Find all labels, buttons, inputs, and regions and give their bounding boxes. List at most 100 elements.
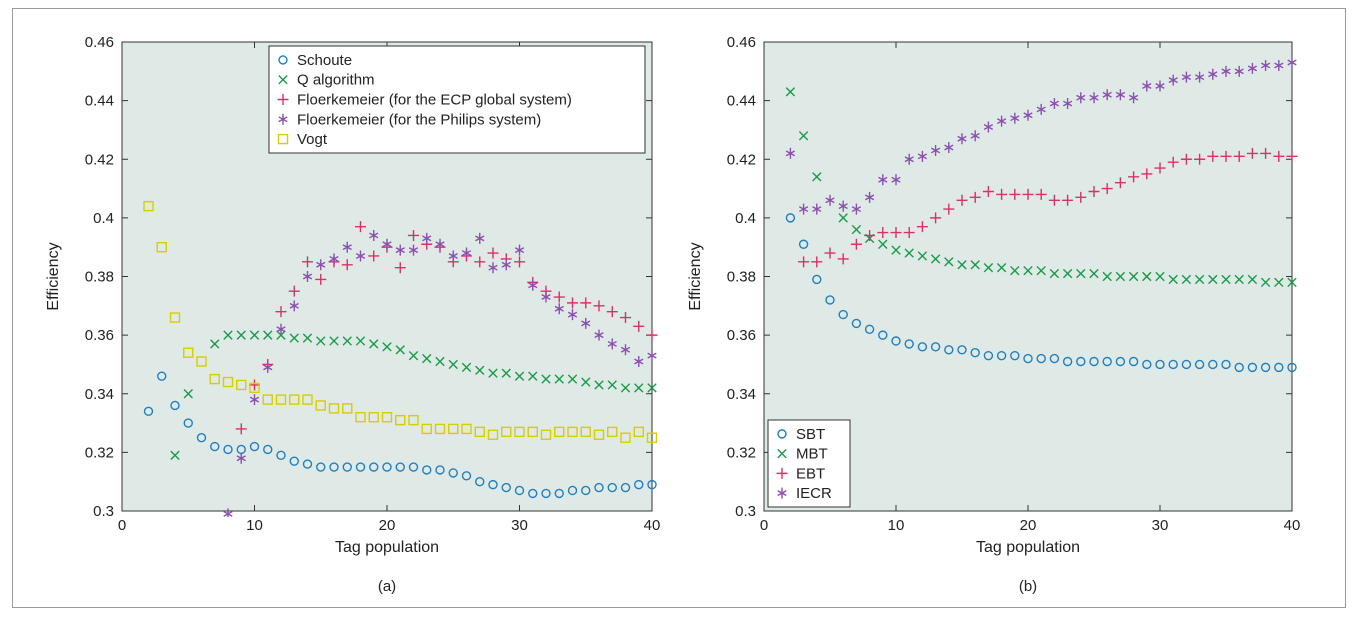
- data-point: [864, 229, 876, 241]
- chart-panel-b: 0.3 0.32 0.34 0.36 0.38 0.4 0.42 0.44 0.46 0 10 20 3…: [687, 34, 1300, 595]
- data-point: [851, 318, 862, 329]
- data-point: [381, 412, 393, 423]
- data-point: [567, 309, 578, 321]
- data-point: [620, 344, 631, 356]
- legend: Schoute Q algorithm Floerkemeier (for the …: [268, 45, 646, 154]
- data-point: [785, 213, 796, 223]
- data-point: [487, 429, 499, 440]
- data-point: [196, 356, 207, 367]
- data-point: [1010, 350, 1020, 361]
- data-point: [1167, 156, 1179, 168]
- data-point: [646, 329, 658, 341]
- data-point: [1075, 191, 1087, 203]
- data-point: [1089, 268, 1099, 279]
- data-point: [514, 256, 525, 268]
- data-point: [607, 380, 617, 390]
- data-point: [594, 329, 604, 341]
- data-point: [798, 203, 809, 215]
- data-point: [395, 244, 405, 256]
- x-axis-label: Tag population: [335, 539, 439, 556]
- figure-svg: 0.3 0.32 0.34 0.36 0.38 0.4 0.42 0.44 0.46 0 10 20 3…: [45, 34, 1300, 595]
- data-point: [633, 320, 645, 332]
- data-point: [917, 342, 928, 352]
- data-point: [355, 462, 366, 472]
- data-point: [1114, 177, 1126, 189]
- legend-marker: [777, 448, 787, 459]
- data-point: [944, 345, 954, 355]
- data-point: [408, 350, 419, 361]
- data-point: [1287, 57, 1297, 69]
- data-point: [1220, 150, 1232, 162]
- y-tick-label: 0.3: [735, 503, 756, 520]
- data-point: [249, 379, 260, 391]
- x-axis-label: Tag population: [976, 539, 1080, 556]
- data-point: [1062, 194, 1074, 206]
- data-point: [1155, 359, 1165, 370]
- data-point: [289, 333, 299, 343]
- legend-label: Schoute: [297, 52, 352, 69]
- series-ebt: [798, 147, 1298, 268]
- data-point: [223, 330, 233, 340]
- data-point: [276, 450, 286, 461]
- data-point: [594, 482, 604, 493]
- data-point: [567, 374, 578, 384]
- data-point: [916, 221, 928, 233]
- data-point: [1155, 271, 1165, 282]
- data-point: [170, 400, 180, 411]
- data-point: [864, 324, 875, 334]
- data-point: [891, 245, 901, 255]
- data-point: [369, 339, 379, 349]
- legend-marker: [277, 94, 289, 105]
- y-tick-label: 0.32: [727, 444, 756, 461]
- data-point: [798, 131, 809, 141]
- data-point: [930, 254, 941, 264]
- data-point: [514, 371, 525, 381]
- data-point: [1115, 271, 1126, 282]
- data-point: [1142, 80, 1152, 92]
- data-point: [1076, 92, 1086, 104]
- data-point: [1273, 150, 1285, 162]
- series-mbt: [785, 87, 1297, 288]
- data-point: [210, 441, 220, 452]
- data-point: [541, 374, 551, 384]
- data-point: [461, 247, 472, 259]
- data-point: [408, 244, 419, 256]
- data-point: [837, 253, 849, 265]
- data-point: [289, 456, 299, 466]
- data-point: [249, 330, 260, 340]
- data-point: [1023, 353, 1033, 364]
- data-point: [1274, 59, 1284, 71]
- series-schoute: [143, 371, 657, 499]
- data-point: [553, 291, 565, 303]
- data-point: [811, 256, 823, 268]
- data-point: [1128, 171, 1140, 183]
- legend-label: MBT: [796, 446, 828, 463]
- data-point: [798, 239, 809, 249]
- data-point: [1208, 359, 1218, 370]
- data-point: [461, 423, 472, 435]
- data-point: [1247, 362, 1258, 373]
- data-point: [1194, 153, 1206, 165]
- data-point: [448, 359, 458, 370]
- legend: SBT MBT EBT IECR: [767, 419, 851, 508]
- data-point: [785, 147, 796, 159]
- data-point: [528, 371, 538, 381]
- legend-label: EBT: [796, 465, 825, 482]
- data-point: [581, 317, 591, 329]
- data-point: [316, 259, 326, 271]
- data-point: [1194, 71, 1205, 83]
- data-point: [1076, 356, 1086, 367]
- data-point: [461, 471, 472, 481]
- data-point: [904, 153, 914, 165]
- data-point: [594, 380, 604, 390]
- data-point: [1260, 362, 1271, 373]
- data-point: [1168, 74, 1178, 86]
- data-point: [1141, 168, 1153, 180]
- data-point: [1009, 188, 1021, 200]
- data-point: [355, 221, 366, 233]
- data-point: [329, 253, 339, 265]
- data-point: [422, 232, 432, 244]
- data-point: [567, 426, 578, 438]
- x-tick-label: 30: [511, 517, 528, 534]
- data-point: [316, 462, 326, 472]
